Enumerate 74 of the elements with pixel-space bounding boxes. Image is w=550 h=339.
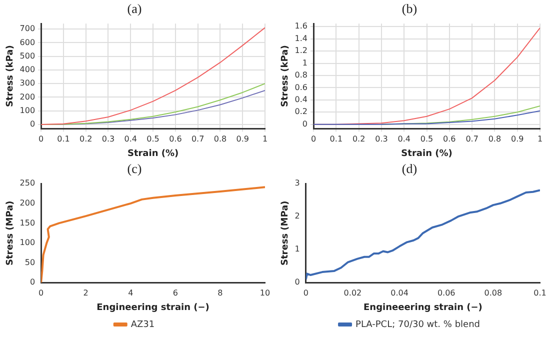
x-tick-label: 0.2 [352, 134, 366, 144]
legend-label: PLA-PCL; 70/30 wt. % blend [356, 320, 480, 330]
y-tick-label: 3 [294, 178, 300, 188]
y-tick-label: 0 [30, 120, 36, 129]
x-tick-label: 0.06 [437, 288, 456, 298]
x-tick-label: 0.7 [466, 134, 478, 144]
x-tick-label: 0.3 [102, 134, 115, 144]
chart-title: (d) [402, 161, 418, 176]
x-tick-label: 6 [172, 288, 178, 298]
y-tick-label: 0.4 [294, 94, 308, 104]
y-tick-label: 1.4 [294, 34, 308, 43]
y-tick-label: 0.8 [294, 70, 308, 80]
y-tick-label: 100 [20, 106, 36, 115]
x-tick-label: 0.4 [398, 134, 410, 144]
x-tick-label: 0.6 [443, 134, 456, 144]
y-tick-label: 700 [20, 24, 36, 34]
y-tick-label: 500 [20, 51, 36, 60]
x-tick-label: 0.3 [375, 134, 388, 144]
y-tick-label: 600 [20, 38, 36, 47]
y-tick-label: 1 [302, 58, 308, 68]
y-tick-label: 1.2 [294, 46, 308, 56]
x-tick-label: 0.1 [330, 134, 343, 144]
y-tick-label: 0.6 [294, 82, 308, 92]
x-tick-label: 0 [310, 134, 316, 144]
y-tick-label: 2 [294, 212, 300, 221]
x-tick-label: 2 [83, 288, 88, 298]
x-tick-label: 0.7 [191, 134, 204, 144]
y-tick-label: 200 [20, 198, 36, 208]
x-tick-label: 0.4 [124, 134, 138, 144]
x-tick-label: 0.04 [390, 288, 408, 298]
y-tick-label: 200 [20, 92, 36, 102]
y-tick-label: 100 [20, 238, 36, 248]
chart-title: (a) [127, 1, 142, 16]
x-axis-title: Engineeering strain (−) [364, 302, 482, 313]
y-axis-title: Stress (MPa) [280, 200, 291, 266]
x-tick-label: 0.1 [57, 134, 70, 144]
x-tick-label: 0.2 [79, 134, 92, 144]
x-tick-label: 0.5 [146, 134, 160, 144]
y-tick-label: 0 [294, 278, 300, 287]
x-axis-title: Engineering strain (−) [96, 302, 210, 313]
x-tick-label: 0 [38, 134, 44, 144]
legend-label: AZ31 [130, 320, 155, 330]
y-tick-label: 300 [20, 78, 36, 88]
x-tick-label: 0.8 [488, 134, 502, 144]
y-axis-title: Stress (kPa) [6, 45, 16, 108]
x-tick-label: 1 [262, 134, 268, 144]
x-tick-label: 0.9 [236, 134, 249, 144]
x-axis-title: Strain (%) [401, 148, 452, 159]
x-axis-title: Strain (%) [127, 148, 179, 159]
x-tick-label: 0 [38, 288, 44, 298]
y-axis-title: Stress (MPa) [6, 200, 16, 266]
x-tick-label: 0.1 [534, 288, 546, 298]
x-tick-label: 0.08 [484, 288, 502, 298]
x-tick-label: 0.6 [169, 134, 182, 144]
y-axis-title: Stress (kPa) [280, 45, 291, 108]
y-tick-label: 50 [24, 258, 36, 267]
y-tick-label: 250 [20, 178, 36, 188]
y-tick-label: 1.6 [294, 22, 308, 31]
x-tick-label: 1 [537, 134, 543, 144]
x-tick-label: 0.02 [344, 288, 362, 298]
chart-title: (c) [127, 161, 142, 176]
x-tick-label: 0.9 [510, 134, 524, 144]
x-tick-label: 10 [260, 288, 270, 298]
y-tick-label: 0 [302, 119, 308, 128]
y-tick-label: 0 [30, 278, 36, 287]
x-tick-label: 0.5 [420, 134, 434, 144]
y-tick-label: 0.2 [294, 107, 308, 116]
x-tick-label: 4 [128, 288, 134, 298]
y-tick-label: 400 [20, 65, 36, 74]
chart-title: (b) [402, 1, 418, 16]
x-tick-label: 0.8 [214, 134, 227, 144]
y-tick-label: 1 [294, 244, 300, 254]
x-tick-label: 8 [218, 288, 223, 298]
y-tick-label: 150 [20, 218, 36, 228]
